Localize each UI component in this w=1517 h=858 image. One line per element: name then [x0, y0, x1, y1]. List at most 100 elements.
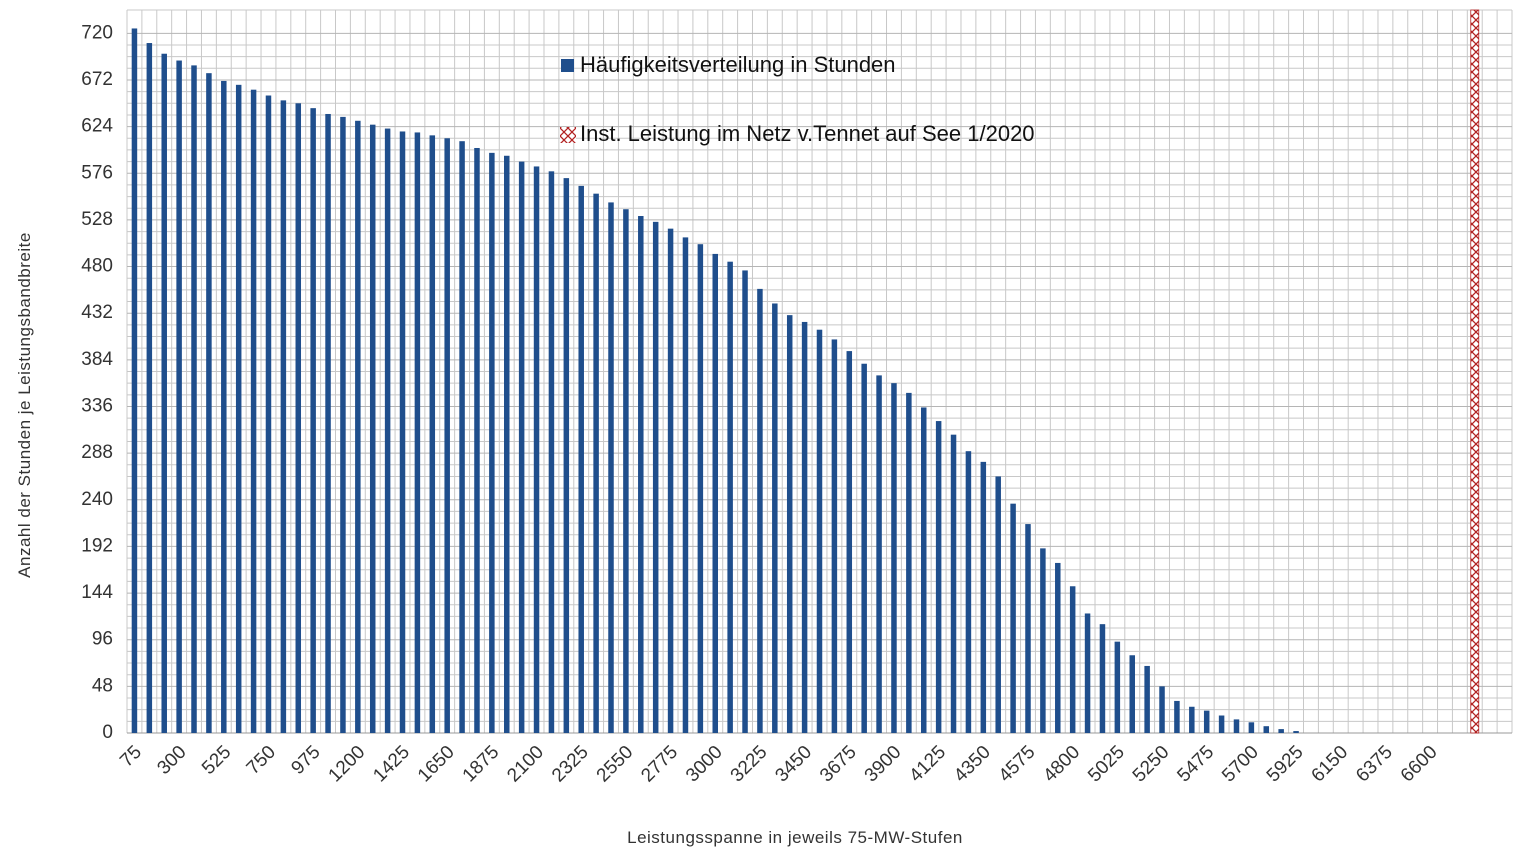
x-tick-label: 1875 — [459, 742, 504, 787]
x-tick-label: 6150 — [1308, 742, 1353, 787]
bar — [444, 138, 450, 734]
bar — [1040, 548, 1046, 733]
legend-label: Inst. Leistung im Netz v.Tennet auf See … — [580, 121, 1035, 146]
bar — [831, 339, 838, 733]
bar — [235, 84, 242, 734]
bar — [801, 321, 808, 733]
bar — [563, 178, 570, 733]
y-tick-label: 336 — [81, 395, 113, 416]
bar — [1129, 655, 1135, 733]
bar — [1144, 665, 1150, 733]
bar — [1055, 562, 1061, 733]
bar — [548, 171, 555, 733]
bar — [280, 100, 287, 733]
bar — [712, 253, 719, 733]
bar — [131, 28, 138, 734]
bar — [265, 95, 272, 734]
bar — [950, 434, 957, 733]
bar — [1248, 722, 1255, 733]
bar — [518, 161, 525, 733]
bar — [459, 141, 465, 733]
bar — [429, 135, 436, 733]
bar — [1293, 731, 1299, 733]
y-tick-label: 240 — [81, 489, 113, 510]
bar — [980, 461, 987, 733]
bar — [1470, 9, 1480, 734]
bar — [935, 421, 942, 733]
bar — [414, 132, 421, 733]
bar — [593, 193, 599, 733]
bar — [146, 43, 153, 733]
x-tick-label: 75 — [116, 742, 146, 772]
bar — [697, 244, 704, 734]
x-tick-label: 525 — [198, 742, 235, 779]
x-tick-label: 4125 — [905, 742, 950, 787]
bar — [384, 128, 391, 733]
bar — [1263, 726, 1270, 733]
bar — [682, 237, 689, 734]
y-tick-label: 576 — [81, 162, 113, 183]
bar — [1278, 729, 1284, 733]
x-tick-label: 3450 — [771, 742, 816, 787]
bar — [638, 216, 644, 734]
bar — [861, 363, 867, 733]
bar — [786, 315, 793, 733]
bar — [206, 73, 212, 733]
y-tick-label: 288 — [81, 442, 113, 463]
bar — [176, 60, 182, 734]
x-tick-label: 975 — [287, 742, 324, 779]
bar — [920, 407, 927, 733]
x-tick-label: 300 — [153, 742, 190, 779]
bar — [623, 209, 629, 733]
x-tick-label: 2775 — [637, 742, 682, 787]
bar — [369, 124, 376, 733]
bar — [355, 120, 361, 734]
bar — [1025, 524, 1031, 733]
x-tick-label: 5025 — [1084, 742, 1129, 787]
bar — [965, 451, 972, 733]
bar — [1069, 586, 1076, 733]
x-tick-label: 3225 — [727, 742, 772, 787]
legend-swatch — [561, 59, 574, 72]
bar — [1159, 686, 1165, 733]
bar — [1010, 503, 1016, 733]
x-tick-label: 4575 — [995, 742, 1040, 787]
bar — [340, 116, 346, 734]
bar — [608, 202, 614, 734]
bar — [816, 329, 823, 733]
bar — [1218, 715, 1225, 733]
y-tick-label: 96 — [92, 629, 113, 650]
x-tick-label: 5475 — [1173, 742, 1218, 787]
bar — [1233, 719, 1240, 733]
y-tick-label: 192 — [81, 535, 113, 556]
y-axis-title: Anzahl der Stunden je Leistungsbandbreit… — [15, 232, 34, 578]
x-tick-label: 3675 — [816, 742, 861, 787]
x-tick-label: 5925 — [1263, 742, 1308, 787]
bar — [221, 80, 227, 733]
bar — [995, 476, 1001, 733]
bar — [906, 392, 912, 733]
bar — [399, 131, 406, 733]
bar — [474, 147, 480, 733]
bar — [295, 103, 302, 733]
bar — [846, 351, 853, 733]
bar — [578, 185, 584, 734]
x-tick-label: 2100 — [503, 742, 548, 787]
y-tick-label: 480 — [81, 256, 113, 277]
y-tick-label: 624 — [81, 116, 113, 137]
y-tick-label: 432 — [81, 302, 113, 323]
bar — [876, 375, 882, 733]
bar — [1174, 700, 1180, 733]
bar — [161, 53, 167, 733]
x-tick-label: 3900 — [861, 742, 906, 787]
bar — [652, 221, 659, 733]
x-tick-label: 2550 — [593, 742, 638, 787]
bar — [1189, 706, 1195, 733]
x-tick-label: 6375 — [1352, 742, 1397, 787]
bar — [325, 113, 331, 733]
bar — [891, 383, 897, 733]
bar — [504, 155, 510, 734]
x-tick-label: 1425 — [369, 742, 414, 787]
bar — [727, 261, 733, 733]
